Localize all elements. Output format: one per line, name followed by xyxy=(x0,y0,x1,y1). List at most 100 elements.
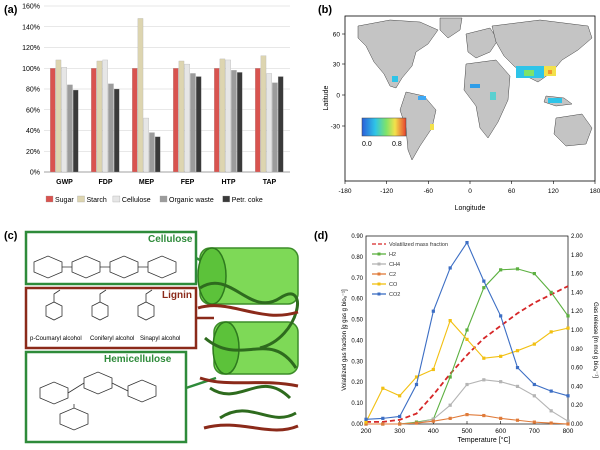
legend-swatch xyxy=(77,195,85,203)
point-co2 xyxy=(515,366,520,370)
d-ytick-right: 0.40 xyxy=(571,384,583,390)
landmass-north-america xyxy=(357,19,439,89)
bar-fep-sugar xyxy=(172,68,179,173)
bar-fdp-petr-coke xyxy=(113,88,120,173)
point-c2 xyxy=(414,421,419,425)
panel-c-lignocellulose: (c) xyxy=(0,228,300,445)
map-axes: -180 -120 -60 0 60 120 180 60 30 0 -30 xyxy=(331,32,600,196)
legend-label: Cellulose xyxy=(122,197,151,204)
point-ch4 xyxy=(431,417,435,421)
point-co xyxy=(532,342,536,346)
lignocellulose-figure xyxy=(24,230,299,444)
series-line-volatilized-mass-fraction xyxy=(366,285,569,423)
point-h2 xyxy=(499,268,503,272)
point-co xyxy=(381,386,385,390)
hotspot-indonesia xyxy=(548,98,562,103)
landmass-europe xyxy=(465,27,499,59)
a-ytick: 0% xyxy=(30,170,40,177)
map-xtick: -120 xyxy=(380,188,393,195)
bar-fep-organic-waste xyxy=(190,73,196,173)
d-ytick-left: 0.70 xyxy=(351,276,363,282)
d-legend-label: C2 xyxy=(389,272,396,278)
point-co xyxy=(364,420,368,424)
d-legend-marker xyxy=(377,272,381,276)
hotspot-east-africa xyxy=(490,92,496,100)
bar-fdp-sugar xyxy=(91,68,97,173)
colorbar-min: 0.0 xyxy=(362,141,372,148)
legend-swatch xyxy=(45,195,54,203)
point-h2 xyxy=(532,272,536,276)
bar-tap-starch xyxy=(260,55,267,173)
a-xtick: HTP xyxy=(222,179,236,186)
bar-fep-petr-coke xyxy=(195,76,202,173)
d-ytick-left: 0.50 xyxy=(351,318,363,324)
hemicellulose-title: Hemicellulose xyxy=(104,354,172,365)
bar-fdp-cellulose xyxy=(102,59,108,173)
map-ytick: -30 xyxy=(331,124,341,131)
bar-gwp-organic-waste xyxy=(67,84,73,173)
point-co xyxy=(515,349,520,353)
legend-swatch xyxy=(159,195,168,203)
point-c2 xyxy=(482,413,486,418)
panel-a-bar-chart: (a) 0% 20% 40% 60% 80% 100% 120% 140% 160% GWP FDP… xyxy=(0,0,300,215)
point-c2 xyxy=(364,422,368,426)
point-h2 xyxy=(482,286,486,290)
point-co2 xyxy=(532,382,536,387)
point-c2 xyxy=(398,422,402,426)
d-legend-label: Volatilized mass fraction xyxy=(389,242,448,248)
d-xtick: 500 xyxy=(462,428,473,435)
d-ytick-left: 0.10 xyxy=(351,401,363,407)
point-ch4 xyxy=(482,378,486,382)
d-ytick-left: 0.40 xyxy=(351,338,363,344)
d-ytick-right: 2.00 xyxy=(571,234,583,240)
d-ytick-right: 1.60 xyxy=(571,272,583,278)
colorbar-max: 0.8 xyxy=(392,141,402,148)
point-h2 xyxy=(549,290,553,294)
bar-fdp-starch xyxy=(96,60,103,173)
hotspot-brazil-south xyxy=(430,124,434,130)
point-co xyxy=(398,394,402,398)
map-xtick: 180 xyxy=(590,188,600,195)
hemicellulose-box xyxy=(24,350,188,444)
point-h2 xyxy=(448,375,452,379)
point-co2 xyxy=(364,417,368,421)
hemicellulose-strands xyxy=(199,281,299,420)
a-ytick: 140% xyxy=(22,24,40,31)
point-co xyxy=(465,337,469,341)
bar-gwp-sugar xyxy=(50,68,56,173)
map-xtick: -180 xyxy=(338,188,351,195)
bar-fdp-organic-waste xyxy=(108,83,114,173)
hotspot-india-high xyxy=(524,70,534,76)
point-c2 xyxy=(431,419,435,423)
point-c2 xyxy=(465,413,469,417)
d-ytick-right: 0.20 xyxy=(571,403,583,409)
a-ytick: 20% xyxy=(26,149,40,156)
point-co2 xyxy=(566,394,570,398)
d-legend-label: H2 xyxy=(389,252,396,258)
bar-mep-cellulose xyxy=(143,117,149,173)
cellulose-title: Cellulose xyxy=(148,234,193,245)
point-co xyxy=(414,375,419,379)
point-co2 xyxy=(381,416,385,420)
d-ytick-left: 0.80 xyxy=(351,255,363,261)
legend-label: Sugar xyxy=(55,197,74,204)
d-ytick-left: 0.30 xyxy=(351,359,363,365)
panel-c-label: (c) xyxy=(4,230,18,242)
d-legend-marker xyxy=(377,292,381,296)
point-co xyxy=(448,319,452,323)
bar-fep-starch xyxy=(178,60,185,173)
bar-htp-cellulose xyxy=(225,59,231,173)
point-co xyxy=(549,330,553,334)
bar-mep-petr-coke xyxy=(154,136,161,173)
map-xtick: -60 xyxy=(424,188,434,195)
legend-label: Starch xyxy=(87,197,107,204)
a-xtick: FDP xyxy=(99,179,113,186)
d-ytick-right: 0.60 xyxy=(571,366,583,372)
point-co xyxy=(482,356,486,360)
d-xtick: 600 xyxy=(495,428,506,435)
bar-htp-organic-waste xyxy=(231,70,237,173)
bar-mep-starch xyxy=(137,18,144,173)
d-ytick-right: 1.00 xyxy=(571,328,583,334)
bar-mep-organic-waste xyxy=(149,132,155,173)
panel-b-label: (b) xyxy=(318,4,333,16)
